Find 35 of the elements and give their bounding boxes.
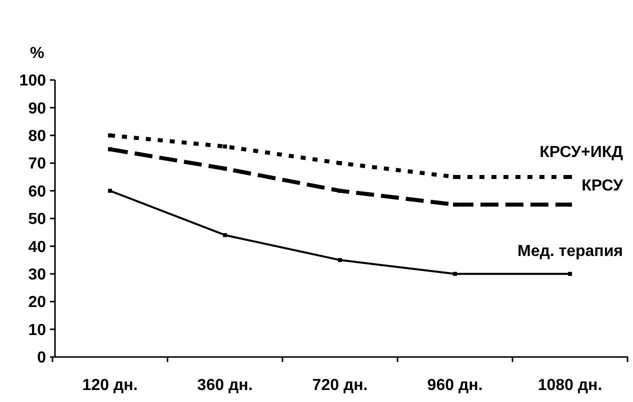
point <box>108 133 112 138</box>
y-tick-label: 70 <box>28 156 46 173</box>
x-tick-label: 120 дн. <box>82 377 138 394</box>
x-tick-label: 1080 дн. <box>538 377 602 394</box>
y-tick-label: 60 <box>28 183 46 200</box>
series-label: КРСУ+ИКД <box>540 144 624 161</box>
point <box>568 202 572 207</box>
point <box>338 161 342 166</box>
point <box>108 188 112 193</box>
point <box>453 272 457 276</box>
point <box>223 144 227 148</box>
x-tick-label: 960 дн. <box>427 377 483 394</box>
series-label: КРСУ <box>582 178 624 195</box>
x-tick-label: 360 дн. <box>197 377 253 394</box>
point <box>338 188 342 193</box>
x-tick-label: 720 дн. <box>312 377 368 394</box>
y-tick-label: 90 <box>28 100 46 118</box>
point <box>453 174 457 179</box>
y-tick-label: 20 <box>28 294 46 312</box>
y-tick-label: 80 <box>28 128 46 145</box>
point <box>223 233 227 238</box>
point <box>338 258 342 262</box>
point <box>223 166 227 171</box>
y-tick-label: 10 <box>28 322 46 339</box>
y-tick-label: 100 <box>19 72 46 90</box>
y-tick-label: 30 <box>28 266 46 284</box>
y-tick-label: 40 <box>28 238 46 256</box>
y-tick-label: 0 <box>37 350 46 367</box>
y-tick-label: 50 <box>28 211 46 228</box>
point <box>568 272 572 276</box>
point <box>108 147 112 152</box>
point <box>453 202 457 207</box>
series-label: Мед. терапия <box>517 242 623 260</box>
y-axis-title: % <box>30 45 44 62</box>
point <box>568 174 572 179</box>
